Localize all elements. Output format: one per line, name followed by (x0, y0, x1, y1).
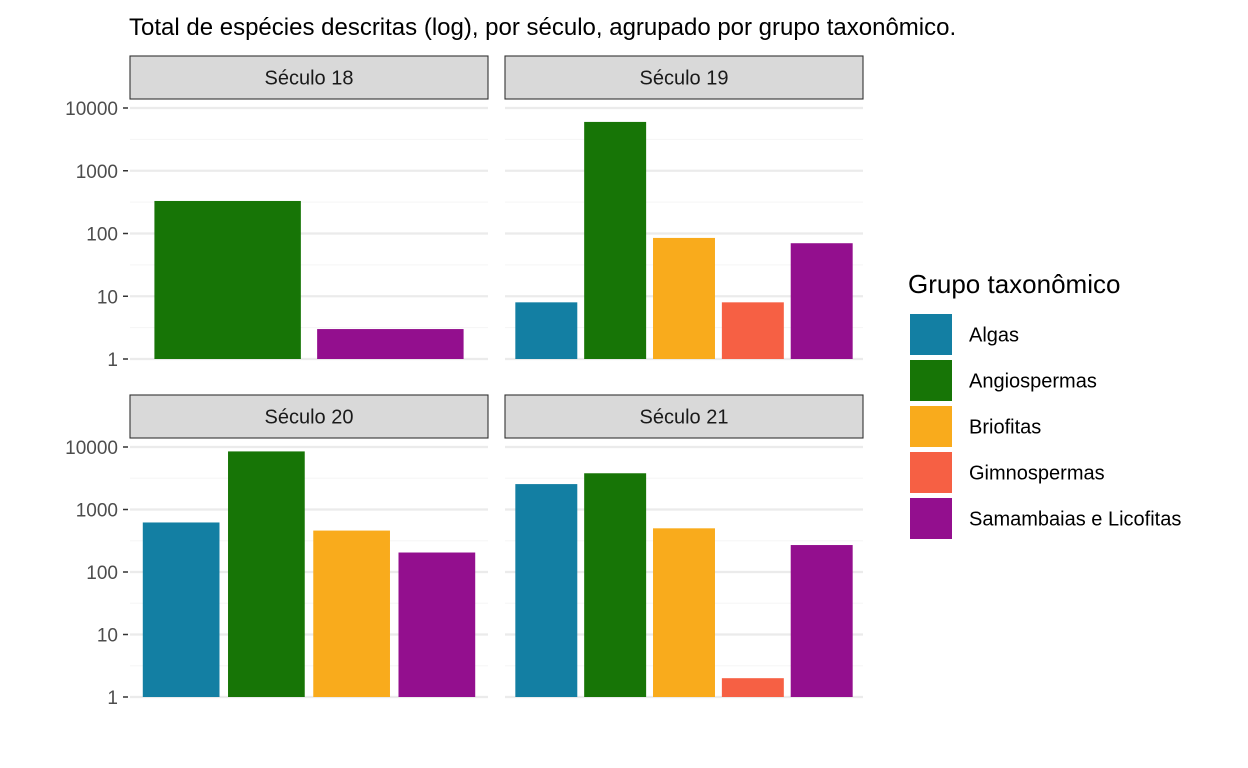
legend-swatch (910, 452, 952, 493)
y-tick-label: 10 (97, 287, 118, 308)
bar-gimnospermas (721, 678, 784, 697)
bar-briofitas (653, 237, 715, 359)
bar-samambaias-e-licofitas (790, 545, 853, 697)
y-tick-label: 1000 (76, 501, 118, 522)
legend: Grupo taxonômico Algas Angiospermas Briofi… (908, 269, 1181, 539)
y-tick-label: 1 (107, 688, 118, 709)
y-tick-label: 10 (97, 626, 118, 647)
bar-samambaias-e-licofitas (317, 329, 464, 359)
legend-swatch (910, 498, 952, 539)
facet-panel: Século 19 (504, 55, 864, 361)
bar-algas (142, 522, 220, 697)
y-tick-label: 10000 (65, 99, 118, 120)
legend-item-gimnospermas: Gimnospermas (910, 452, 1105, 493)
legend-label: Briofitas (969, 417, 1041, 439)
facets: Século 18 1 10 100 1000 10000 Século 19 Século … (65, 55, 864, 709)
legend-swatch (910, 314, 952, 355)
y-tick-label: 10000 (65, 438, 118, 459)
legend-item-algas: Algas (910, 314, 1019, 355)
legend-label: Gimnospermas (969, 463, 1105, 485)
bar-algas (515, 484, 578, 697)
legend-item-samambaias-e-licofitas: Samambaias e Licofitas (910, 498, 1181, 539)
facet-panel: Século 18 1 10 100 1000 10000 (65, 55, 489, 371)
facet-strip-label: Século 20 (265, 407, 354, 429)
legend-label: Angiospermas (969, 371, 1097, 393)
legend-swatch (910, 406, 952, 447)
legend-label: Samambaias e Licofitas (969, 509, 1181, 531)
bar-angiospermas (228, 451, 305, 697)
facet-strip (129, 394, 489, 439)
y-tick-label: 1 (107, 350, 118, 371)
bar-briofitas (653, 528, 715, 697)
y-tick-label: 100 (86, 563, 118, 584)
y-tick-label: 100 (86, 225, 118, 246)
bar-algas (515, 302, 578, 359)
y-tick-label: 1000 (76, 162, 118, 183)
facet-strip-label: Século 18 (265, 68, 354, 90)
bar-gimnospermas (721, 302, 784, 359)
bar-samambaias-e-licofitas (398, 552, 476, 697)
legend-item-angiospermas: Angiospermas (910, 360, 1097, 401)
facet-strip (504, 55, 864, 100)
facet-panel: Século 21 (504, 394, 864, 699)
facet-strip-label: Século 21 (640, 407, 729, 429)
chart-title: Total de espécies descritas (log), por s… (129, 14, 956, 41)
legend-label: Algas (969, 325, 1019, 347)
legend-item-briofitas: Briofitas (910, 406, 1041, 447)
legend-swatch (910, 360, 952, 401)
bar-samambaias-e-licofitas (790, 243, 853, 359)
bar-briofitas (313, 530, 390, 697)
facet-strip-label: Século 19 (640, 68, 729, 90)
facet-panel: Século 20 1 10 100 1000 10000 (65, 394, 489, 709)
legend-title: Grupo taxonômico (908, 269, 1120, 299)
bar-angiospermas (584, 121, 647, 359)
facet-strip (504, 394, 864, 439)
bar-angiospermas (154, 200, 301, 359)
bar-angiospermas (584, 473, 647, 697)
facet-strip (129, 55, 489, 100)
